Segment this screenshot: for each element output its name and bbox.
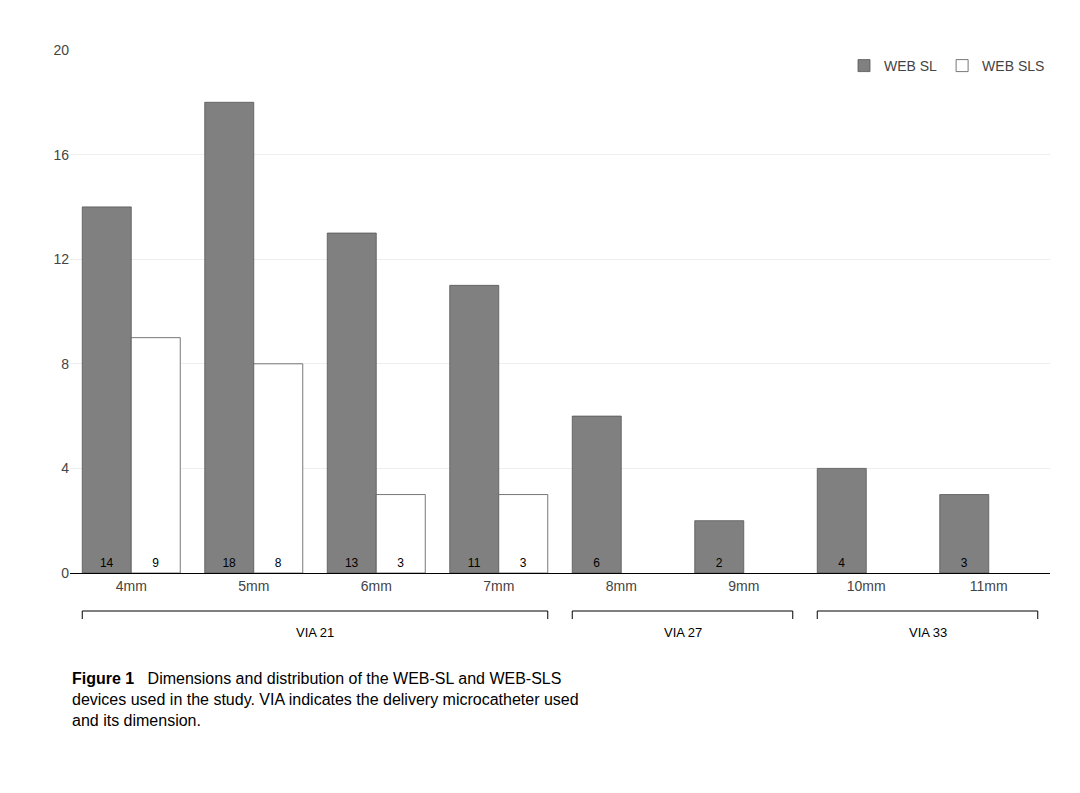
- svg-text:VIA 33: VIA 33: [909, 625, 947, 640]
- svg-text:16: 16: [53, 147, 69, 163]
- svg-text:8mm: 8mm: [606, 578, 637, 594]
- svg-text:WEB SL: WEB SL: [884, 58, 937, 74]
- svg-text:20: 20: [53, 42, 69, 58]
- svg-text:18: 18: [222, 556, 236, 570]
- svg-text:4: 4: [838, 556, 845, 570]
- svg-text:11mm: 11mm: [970, 578, 1008, 594]
- svg-text:Figure 1 Dimensions and dist: Figure 1 Dimensions and distribution of …: [72, 670, 579, 729]
- svg-text:6: 6: [593, 556, 600, 570]
- svg-text:3: 3: [961, 556, 968, 570]
- svg-text:3: 3: [397, 556, 404, 570]
- svg-text:8: 8: [275, 556, 282, 570]
- svg-text:12: 12: [53, 251, 69, 267]
- svg-text:6mm: 6mm: [361, 578, 392, 594]
- svg-text:VIA 21: VIA 21: [296, 625, 334, 640]
- svg-text:2: 2: [716, 556, 723, 570]
- svg-text:11: 11: [468, 556, 481, 570]
- svg-text:14: 14: [100, 556, 114, 570]
- svg-text:WEB SLS: WEB SLS: [982, 58, 1044, 74]
- svg-text:4: 4: [61, 460, 69, 476]
- svg-text:4mm: 4mm: [116, 578, 147, 594]
- svg-text:5mm: 5mm: [238, 578, 269, 594]
- svg-text:8: 8: [61, 356, 69, 372]
- svg-text:3: 3: [520, 556, 527, 570]
- svg-text:9: 9: [152, 556, 159, 570]
- svg-text:10mm: 10mm: [847, 578, 886, 594]
- svg-text:VIA 27: VIA 27: [664, 625, 702, 640]
- svg-text:9mm: 9mm: [728, 578, 759, 594]
- svg-text:7mm: 7mm: [483, 578, 514, 594]
- svg-text:0: 0: [61, 565, 69, 581]
- svg-text:13: 13: [345, 556, 359, 570]
